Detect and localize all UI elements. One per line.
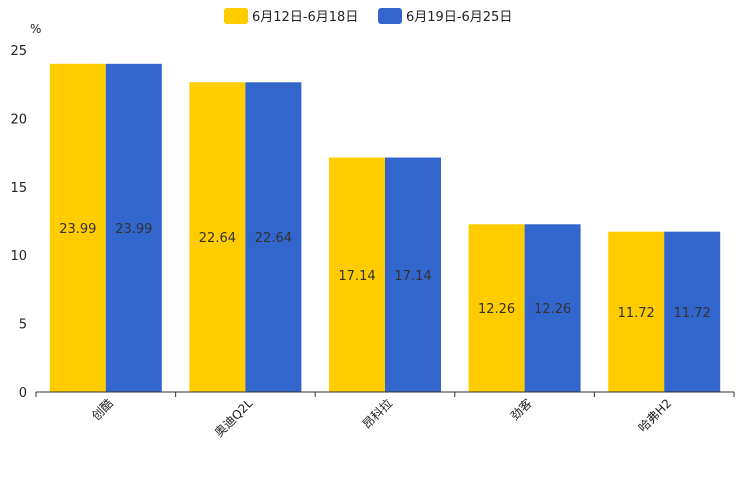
bar-1-5	[608, 231, 665, 392]
y-tick-label: 25	[10, 44, 27, 59]
data-label: 12.26	[534, 302, 571, 317]
y-tick-label: 10	[10, 249, 27, 264]
x-category-label: 劲客	[507, 396, 535, 424]
x-category-label: 创酷	[89, 396, 116, 423]
data-label: 23.99	[59, 222, 96, 237]
bars: 23.99 23.99 22.64 22.64 17.14 17.14 12.26 12.26…	[49, 63, 721, 393]
bar-1-3	[329, 157, 385, 392]
data-label: 22.64	[255, 231, 292, 246]
y-tick-label: 20	[10, 112, 27, 127]
bar-2-2	[245, 82, 302, 393]
y-tick-label: 0	[19, 386, 27, 401]
data-label: 12.26	[478, 302, 515, 317]
y-axis-unit-label: %	[30, 22, 41, 36]
legend-swatch-2	[378, 8, 402, 24]
legend-label-1: 6月12日-6月18日	[252, 10, 358, 25]
x-category-label: 昂科拉	[359, 396, 395, 432]
y-tick-label: 5	[19, 318, 27, 333]
legend-label-2: 6月19日-6月25日	[406, 10, 512, 25]
bar-2-5	[664, 231, 721, 392]
data-label: 22.64	[199, 231, 236, 246]
data-label: 11.72	[618, 306, 655, 321]
legend: 6月12日-6月18日 6月19日-6月25日	[224, 8, 512, 25]
data-label: 23.99	[115, 222, 152, 237]
bar-2-1	[105, 63, 162, 392]
bar-1-4	[468, 224, 525, 392]
x-category-label: 奥迪Q2L	[212, 396, 256, 440]
bar-1-2	[189, 82, 246, 393]
data-label: 11.72	[674, 306, 711, 321]
data-label: 17.14	[394, 269, 431, 284]
x-axis: 创酷 奥迪Q2L 昂科拉 劲客 哈弗H2	[35, 391, 735, 440]
y-axis: 0 5 10 15 20 25	[10, 44, 27, 401]
y-tick-label: 15	[10, 181, 27, 196]
legend-swatch-1	[224, 8, 248, 24]
bar-2-3	[385, 157, 441, 392]
bar-1-1	[49, 63, 106, 392]
data-label: 17.14	[338, 269, 375, 284]
bar-2-4	[524, 224, 581, 392]
x-category-label: 哈弗H2	[636, 396, 675, 435]
